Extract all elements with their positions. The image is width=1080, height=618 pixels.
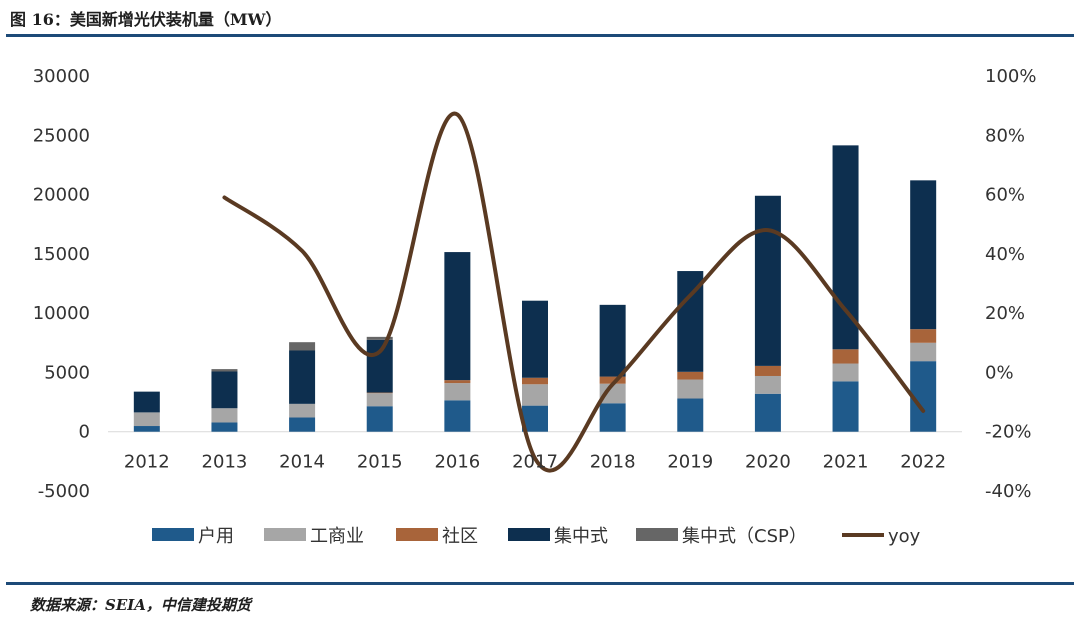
legend-label: yoy: [888, 526, 921, 547]
bar-segment: [211, 408, 238, 423]
bar-segment: [754, 365, 781, 376]
bar-segment: [366, 406, 393, 432]
bar-segment: [289, 417, 316, 432]
source-note: 数据来源：SEIA，中信建投期货: [30, 596, 251, 614]
legend-swatch: [636, 528, 678, 541]
bar-segment: [133, 426, 160, 432]
bar-segment: [832, 349, 859, 364]
y-left-tick-label: 5000: [44, 362, 90, 383]
y-left-tick-label: 10000: [33, 303, 90, 324]
bar-segment: [754, 375, 781, 394]
y-left-tick-label: 15000: [33, 244, 90, 265]
x-tick-label: 2016: [434, 452, 480, 473]
bar-segment: [599, 403, 626, 432]
y-right-tick-label: 60%: [985, 185, 1025, 206]
bar-segment: [754, 393, 781, 432]
y-left-tick-label: 20000: [33, 185, 90, 206]
x-tick-label: 2022: [900, 452, 946, 473]
bar-segment: [832, 381, 859, 432]
bar-segment: [832, 145, 859, 350]
yoy-line: [222, 111, 926, 473]
x-tick-label: 2019: [667, 452, 713, 473]
legend-swatch: [264, 528, 306, 541]
y-left-tick-label: 30000: [33, 66, 90, 87]
bar-segment: [366, 393, 393, 407]
bar-segment: [366, 392, 393, 394]
bar-segment: [522, 377, 548, 385]
legend-swatch: [508, 528, 550, 541]
y-right-tick-label: 100%: [985, 66, 1036, 87]
bar-segment: [133, 412, 160, 427]
x-tick-label: 2014: [279, 452, 325, 473]
x-tick-label: 2012: [124, 452, 170, 473]
y-right-tick-label: 40%: [985, 244, 1025, 265]
y-right-tick-label: 20%: [985, 303, 1025, 324]
figure-title: 图 16：美国新增光伏装机量（MW）: [10, 10, 282, 29]
bar-segment: [444, 380, 471, 384]
x-tick-label: 2018: [590, 452, 636, 473]
legend-label: 社区: [442, 526, 478, 547]
bar-segment: [211, 422, 238, 432]
y-left-tick-label: -5000: [38, 481, 90, 502]
y-left-tick-label: 25000: [33, 125, 90, 146]
bar-segment: [910, 342, 937, 362]
bar-segment: [133, 391, 160, 413]
bar-segment: [677, 371, 704, 380]
y-right-tick-label: -40%: [985, 481, 1032, 502]
bar-segment: [366, 336, 393, 340]
bar-segment: [289, 350, 316, 404]
bar-segment: [910, 180, 937, 330]
bar-segment: [599, 383, 626, 404]
bar-segment: [366, 339, 393, 393]
bar-segment: [599, 376, 626, 384]
bar-segment: [211, 369, 238, 372]
legend-label: 工商业: [310, 526, 364, 547]
x-tick-label: 2020: [745, 452, 791, 473]
y-left-tick-label: 0: [79, 422, 90, 443]
bar-segment: [444, 383, 471, 401]
bar-segment: [444, 400, 471, 432]
bottom-rule: [6, 582, 1074, 585]
x-tick-label: 2021: [823, 452, 869, 473]
legend-label: 集中式（CSP）: [682, 526, 807, 547]
y-right-tick-label: 0%: [985, 362, 1014, 383]
bar-segment: [677, 379, 704, 399]
bar-segment: [289, 342, 316, 351]
bar-segment: [599, 304, 626, 377]
y-right-axis: -40% -20% 0% 20% 40% 60% 80% 100%: [985, 66, 1036, 502]
legend-label: 集中式: [554, 526, 608, 547]
legend-label: 户用: [198, 526, 234, 547]
legend-swatch: [152, 528, 194, 541]
bar-segment: [522, 384, 548, 406]
bar-segment: [910, 329, 937, 343]
bar-segment: [522, 405, 548, 432]
bar-segment: [522, 300, 548, 378]
bar-segment: [754, 195, 781, 366]
bar-segment: [289, 403, 316, 418]
y-right-tick-label: 80%: [985, 125, 1025, 146]
bar-segment: [677, 398, 704, 432]
x-axis: 2012 2013 2014 2015 2016 2017 2018 2019 2020 2021…: [124, 452, 946, 473]
top-rule: [6, 34, 1074, 37]
legend-swatch: [396, 528, 438, 541]
legend: 户用 工商业 社区 集中式 集中式（CSP） yoy: [152, 526, 921, 547]
y-right-tick-label: -20%: [985, 422, 1032, 443]
bar-segment: [211, 371, 238, 409]
bar-segment: [444, 252, 471, 381]
y-left-axis: -5000 0 5000 10000 15000 20000 25000 30000: [33, 66, 90, 502]
x-tick-label: 2015: [357, 452, 403, 473]
x-tick-label: 2013: [202, 452, 248, 473]
x-tick-label: 2017: [512, 452, 558, 473]
bars: [133, 145, 937, 432]
bar-segment: [832, 363, 859, 382]
chart: -5000 0 5000 10000 15000 20000 25000 30000 -40%…: [33, 66, 1037, 547]
